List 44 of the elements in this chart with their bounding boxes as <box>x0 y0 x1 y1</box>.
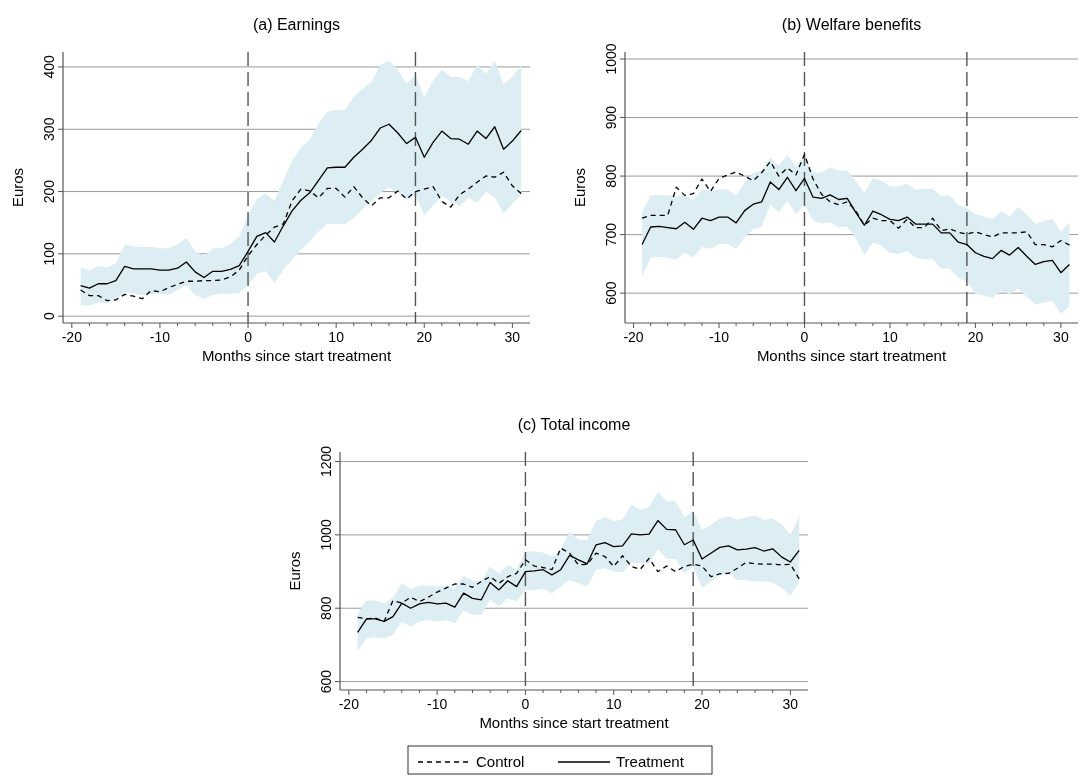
x-tick-label: -20 <box>61 329 83 345</box>
x-tick-label: 0 <box>521 696 530 712</box>
y-tick-label: 300 <box>41 117 57 141</box>
x-tick-label: 30 <box>504 329 521 345</box>
x-tick-label: 30 <box>1053 329 1069 345</box>
y-tick-label: 1000 <box>318 519 334 551</box>
x-tick-label: 10 <box>605 696 622 712</box>
x-tick-label: 10 <box>328 329 345 345</box>
line-series <box>357 519 800 634</box>
x-tick-label: -10 <box>149 329 171 345</box>
x-tick-label: -10 <box>427 696 448 712</box>
y-tick-label: 200 <box>41 179 57 204</box>
x-tick-label: 10 <box>882 329 898 345</box>
y-tick-label: 800 <box>603 164 619 188</box>
x-tick-label: -20 <box>623 329 644 345</box>
y-tick-label: 400 <box>41 55 57 79</box>
y-tick-label: 600 <box>603 281 619 305</box>
x-tick-label: 20 <box>416 329 433 345</box>
y-tick-label: 800 <box>318 596 334 620</box>
y-axis-title: Euros <box>9 167 26 208</box>
x-tick-label: 30 <box>782 696 799 712</box>
y-tick-label: 600 <box>318 669 334 694</box>
y-axis-title: Euros <box>571 167 588 208</box>
x-tick-label: -20 <box>338 696 360 712</box>
y-axis-title: Euros <box>286 551 303 591</box>
y-tick-label: 1000 <box>603 43 619 75</box>
y-tick-label: 700 <box>603 222 619 247</box>
x-axis-title: Months since start treatment <box>756 347 947 364</box>
x-tick-label: 0 <box>244 329 253 345</box>
legend-label: Treatment <box>616 753 685 770</box>
x-tick-label: -10 <box>708 329 730 345</box>
y-tick-label: 100 <box>41 241 57 266</box>
legend-label: Control <box>476 753 525 770</box>
y-tick-label: 1200 <box>318 445 334 478</box>
x-axis-title: Months since start treatment <box>479 714 670 731</box>
y-tick-label: 0 <box>41 312 57 321</box>
chart-title: (c) Total income <box>517 416 631 433</box>
chart-title: (a) Earnings <box>252 16 341 33</box>
x-tick-label: 20 <box>967 329 984 345</box>
chart-title: (b) Welfare benefits <box>781 16 922 33</box>
x-tick-label: 0 <box>800 329 809 345</box>
y-tick-label: 900 <box>603 105 619 130</box>
x-tick-label: 20 <box>694 696 711 712</box>
x-axis-title: Months since start treatment <box>201 347 392 364</box>
